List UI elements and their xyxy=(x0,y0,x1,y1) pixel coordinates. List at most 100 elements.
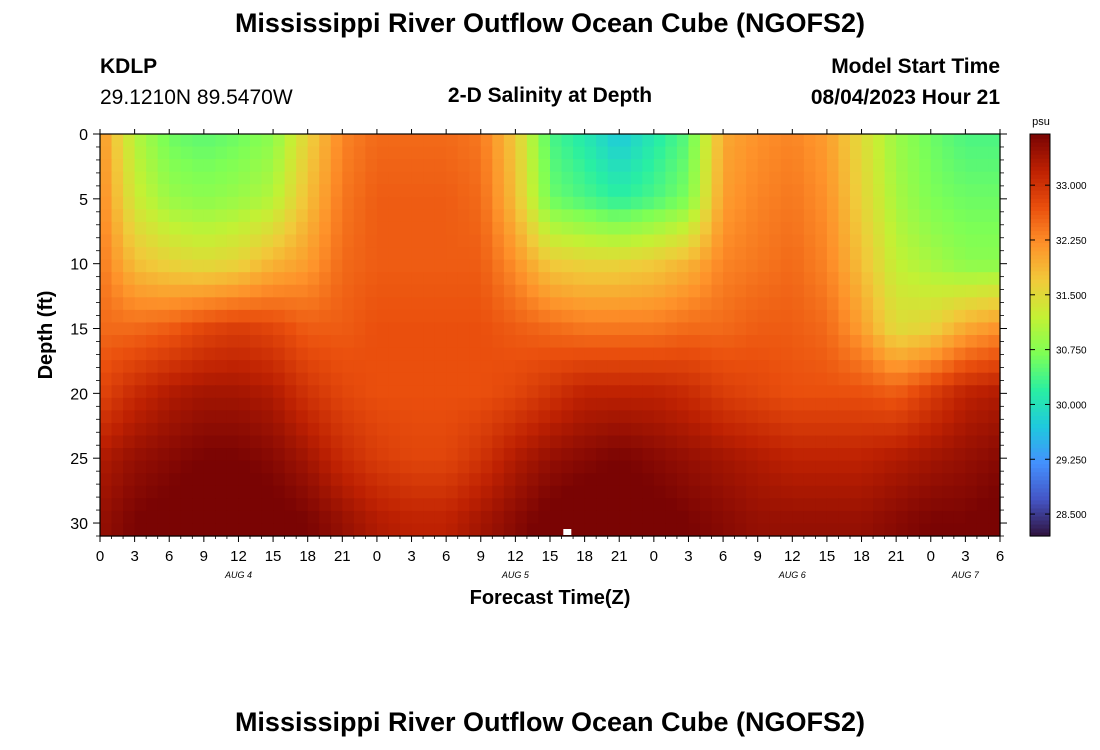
heatmap-cell xyxy=(769,397,782,411)
heatmap-cell xyxy=(803,347,816,361)
heatmap-cell xyxy=(665,385,678,399)
heatmap-cell xyxy=(550,159,563,173)
heatmap-cell xyxy=(838,259,851,273)
heatmap-cell xyxy=(515,422,528,437)
heatmap-cell xyxy=(319,259,332,273)
heatmap-cell xyxy=(411,297,424,311)
heatmap-cell xyxy=(861,284,874,298)
heatmap-cell xyxy=(434,397,447,411)
heatmap-cell xyxy=(457,435,470,449)
heatmap-cell xyxy=(330,523,343,537)
heatmap-cell xyxy=(550,284,563,298)
colorbar-segment xyxy=(1030,383,1050,388)
heatmap-cell xyxy=(953,510,966,525)
heatmap-cell xyxy=(607,410,620,424)
heatmap-cell xyxy=(861,397,874,411)
heatmap-cell xyxy=(111,196,124,210)
heatmap-cell xyxy=(953,385,966,399)
heatmap-cell xyxy=(469,146,482,160)
heatmap-cell xyxy=(307,247,320,261)
heatmap-cell xyxy=(111,134,124,148)
heatmap-cell xyxy=(919,360,932,374)
heatmap-cell xyxy=(676,397,690,411)
heatmap-cell xyxy=(365,247,378,261)
heatmap-cell xyxy=(630,159,643,173)
heatmap-cell xyxy=(503,259,516,273)
heatmap-cell xyxy=(976,510,990,525)
heatmap-cell xyxy=(284,523,297,537)
heatmap-cell xyxy=(780,134,793,148)
heatmap-cell xyxy=(515,372,528,386)
heatmap-cell xyxy=(734,209,747,223)
heatmap-cell xyxy=(930,510,943,525)
heatmap-cell xyxy=(169,372,182,386)
heatmap-cell xyxy=(688,473,701,487)
heatmap-cell xyxy=(203,234,216,248)
heatmap-cell xyxy=(319,422,332,437)
heatmap-cell xyxy=(803,209,816,223)
heatmap-cell xyxy=(688,460,701,474)
colorbar-segment xyxy=(1030,471,1050,477)
heatmap-cell xyxy=(746,322,759,336)
heatmap-cell xyxy=(423,510,436,525)
x-axis-label: Forecast Time(Z) xyxy=(470,587,631,609)
heatmap-cell xyxy=(780,435,793,449)
heatmap-cell xyxy=(826,473,840,487)
heatmap-cell xyxy=(861,372,874,386)
heatmap-cell xyxy=(100,360,113,374)
heatmap-cell xyxy=(146,498,159,512)
heatmap-cell xyxy=(976,523,990,537)
heatmap-cell xyxy=(573,209,586,223)
heatmap-cell xyxy=(273,159,286,173)
heatmap-cell xyxy=(988,134,1001,148)
heatmap-cell xyxy=(492,385,505,399)
heatmap-cell xyxy=(307,272,320,286)
heatmap-cell xyxy=(192,448,205,462)
heatmap-cell xyxy=(180,209,193,223)
heatmap-cell xyxy=(723,221,736,236)
heatmap-cell xyxy=(261,221,274,236)
heatmap-cell xyxy=(976,234,990,248)
heatmap-cell xyxy=(550,460,563,474)
heatmap-cell xyxy=(538,284,551,298)
heatmap-cell xyxy=(919,209,932,223)
heatmap-cell xyxy=(492,397,505,411)
heatmap-cell xyxy=(884,397,897,411)
heatmap-cell xyxy=(988,498,1001,512)
heatmap-cell xyxy=(665,171,678,185)
heatmap-cell xyxy=(873,159,886,173)
heatmap-cell xyxy=(803,146,816,160)
heatmap-cell xyxy=(215,184,228,198)
heatmap-cell xyxy=(215,510,228,525)
heatmap-cell xyxy=(873,448,886,462)
heatmap-cell xyxy=(319,335,332,349)
colorbar-segment xyxy=(1030,403,1050,408)
heatmap-cell xyxy=(607,221,620,236)
heatmap-cell xyxy=(457,385,470,399)
heatmap-cell xyxy=(688,322,701,336)
heatmap-cell xyxy=(919,460,932,474)
heatmap-cell xyxy=(180,385,193,399)
heatmap-cell xyxy=(342,209,355,223)
heatmap-cell xyxy=(838,510,851,525)
heatmap-cell xyxy=(250,473,263,487)
heatmap-cell xyxy=(157,146,170,160)
heatmap-cell xyxy=(700,196,713,210)
heatmap-cell xyxy=(988,196,1001,210)
heatmap-cell xyxy=(319,272,332,286)
heatmap-cell xyxy=(573,297,586,311)
heatmap-cell xyxy=(180,247,193,261)
heatmap-cell xyxy=(526,247,540,261)
heatmap-cell xyxy=(757,448,770,462)
figure-title: Mississippi River Outflow Ocean Cube (NG… xyxy=(234,8,866,38)
heatmap-cell xyxy=(296,322,309,336)
heatmap-cell xyxy=(515,410,528,424)
heatmap-cell xyxy=(238,435,251,449)
heatmap-cell xyxy=(896,309,909,324)
heatmap-cell xyxy=(192,272,205,286)
heatmap-cell xyxy=(388,134,401,148)
heatmap-cell xyxy=(434,284,447,298)
heatmap-cell xyxy=(226,422,240,437)
heatmap-cell xyxy=(538,247,551,261)
heatmap-cell xyxy=(319,448,332,462)
